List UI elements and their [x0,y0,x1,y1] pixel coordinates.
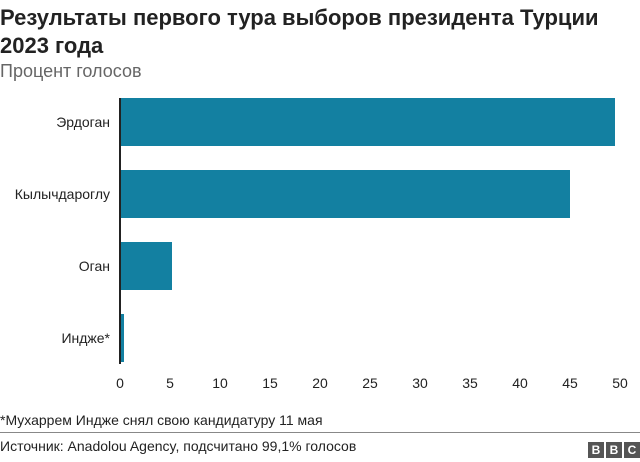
footnote: *Мухаррем Индже снял свою кандидатуру 11… [0,412,323,428]
logo-letter: B [588,442,604,458]
chart-subtitle: Процент голосов [0,61,142,81]
bar [120,98,615,146]
x-tick-label: 25 [362,375,378,391]
x-tick-label: 0 [116,375,124,391]
plot-area: Эрдоган Кылычдароглу Оган Индже* 0 5 10 15 20 25… [14,98,628,391]
source-text: Источник: Anadolou Agency, подсчитано 99… [0,438,357,454]
x-tick-label: 50 [612,375,628,391]
y-axis-line [119,98,121,364]
logo-letter: C [624,442,640,458]
bbc-logo: B B C [588,442,640,458]
x-tick-label: 40 [512,375,528,391]
x-tick-label: 5 [166,375,174,391]
chart-title: Результаты первого тура выборов президен… [0,5,599,58]
x-tick-label: 15 [262,375,278,391]
x-tick-label: 20 [312,375,328,391]
category-label: Эрдоган [56,114,110,130]
x-tick-label: 30 [412,375,428,391]
category-label: Кылычдароглу [14,186,110,202]
footer-divider [0,432,640,433]
bar [120,242,172,290]
x-tick-label: 45 [562,375,578,391]
x-tick-label: 10 [212,375,228,391]
bar [120,314,124,362]
category-label: Оган [78,258,110,274]
x-tick-label: 35 [462,375,478,391]
bar [120,170,570,218]
logo-letter: B [606,442,622,458]
category-label: Индже* [61,330,110,346]
